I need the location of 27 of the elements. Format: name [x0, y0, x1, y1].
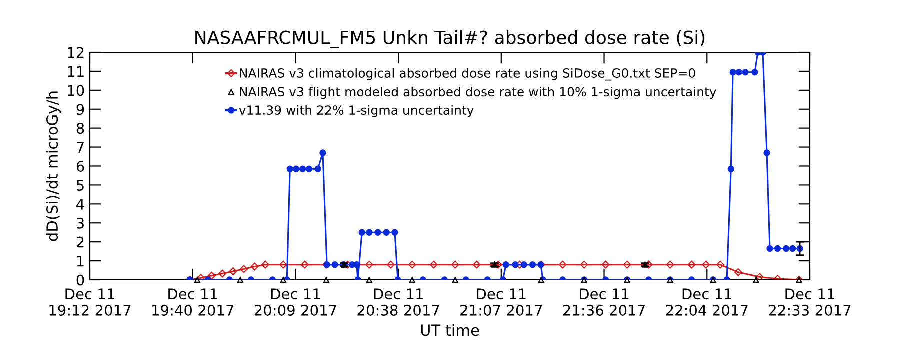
y-axis-title: dD(Si)/dt microGy/h	[46, 92, 62, 242]
y-tick-label: 4	[76, 199, 84, 210]
x-tick-label: Dec 11 21:07 2017	[460, 288, 542, 316]
legend-label: v11.39 with 22% 1-sigma uncertainty	[239, 105, 474, 118]
x-tick-label: Dec 11 19:40 2017	[152, 288, 234, 316]
legend-label: NAIRAS v3 climatological absorbed dose rate using SiDose_G0.txt SEP=0	[240, 68, 696, 81]
x-tick-label: Dec 11 22:33 2017	[769, 288, 851, 316]
y-tick-label: 5	[76, 180, 84, 191]
x-tick-label: Dec 11 20:09 2017	[254, 288, 336, 316]
y-tick-label: 6	[76, 160, 84, 172]
y-tick-label: 0	[76, 274, 84, 286]
y-tick-label: 8	[76, 123, 84, 134]
y-tick-label: 7	[77, 142, 84, 153]
y-tick-label: 10	[68, 85, 84, 96]
y-tick-label: 1	[77, 256, 84, 267]
legend-label: NAIRAS v3 flight modeled absorbed dose rate with 10% 1-sigma uncertainty	[240, 86, 716, 100]
y-tick-label: 11	[68, 66, 84, 77]
x-tick-label: Dec 11 22:04 2017	[666, 288, 748, 316]
x-tick-label: Dec 11 20:38 2017	[358, 288, 440, 316]
chart-title: NASAAFRCMUL_FM5 Unkn Tail#? absorbed dose rate (Si)	[196, 30, 705, 48]
y-tick-label: 9	[76, 104, 84, 116]
y-tick-label: 3	[76, 218, 84, 229]
x-tick-label: Dec 11 21:36 2017	[563, 288, 645, 316]
y-tick-label: 12	[68, 47, 84, 58]
y-tick-label: 2	[76, 236, 84, 248]
x-tick-label: Dec 11 19:12 2017	[50, 288, 131, 316]
x-axis-title: UT time	[421, 324, 480, 336]
